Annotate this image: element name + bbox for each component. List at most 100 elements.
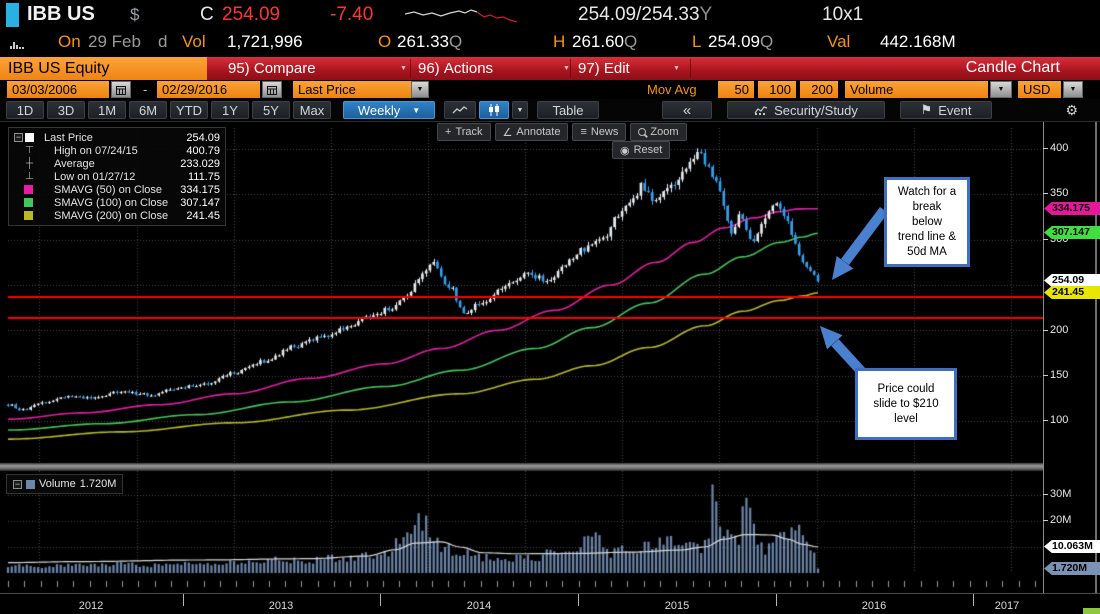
mov-avg-50-field[interactable]: 50 <box>718 81 754 98</box>
lower-study-select[interactable]: Volume <box>845 81 988 98</box>
chevron-down-icon: ▼ <box>416 86 424 93</box>
security-tab[interactable]: IBB US Equity <box>0 57 207 80</box>
candle-chart-type-button[interactable] <box>479 101 509 119</box>
price-field-dropdown-button[interactable]: ▼ <box>411 81 429 98</box>
red-menu-bar: IBB US Equity 95) Compare ▼ 96) Actions … <box>0 57 1100 80</box>
news-button[interactable]: ≡ News <box>572 123 627 141</box>
collapse-panel-button[interactable]: « <box>662 101 712 119</box>
annotate-button[interactable]: ∠ Annotate <box>494 123 569 141</box>
quote-row: On 29 Feb d Vol 1,721,996 O 261.33Q H 26… <box>0 30 1100 57</box>
calendar-icon[interactable] <box>111 81 131 98</box>
sma100-swatch <box>24 198 33 207</box>
chart-toolbar: 1D 3D 1M 6M YTD 1Y 5Y Max Weekly ▼ ▼ Tabl… <box>0 99 1100 122</box>
year-boundary-tick <box>776 594 777 606</box>
val-label: Val <box>827 32 851 51</box>
mov-avg-100-field[interactable]: 100 <box>758 81 796 98</box>
magnifier-icon <box>638 128 647 136</box>
volume-legend[interactable]: − Volume 1.720M <box>6 474 124 494</box>
range-button-1m[interactable]: 1M <box>88 101 126 119</box>
news-icon: ≡ <box>580 126 587 138</box>
menu-actions[interactable]: 96) Actions ▼ <box>418 60 570 77</box>
price-tick-350: 350 <box>1042 187 1069 199</box>
gear-icon[interactable]: ⚙ <box>1065 101 1078 118</box>
date-to-field[interactable]: 02/29/2016 <box>157 81 260 98</box>
sma200-axis-tag: 241.45 <box>1044 286 1100 299</box>
zoom-button[interactable]: Zoom <box>630 123 687 141</box>
legend-sma50[interactable]: SMAVG (50) on Close 334.175 <box>14 183 220 196</box>
price-tick-400: 400 <box>1042 142 1069 154</box>
range-button-ytd[interactable]: YTD <box>170 101 208 119</box>
year-boundary-tick <box>380 594 381 606</box>
lower-study-dropdown-button[interactable]: ▼ <box>990 81 1012 98</box>
date-from-field[interactable]: 03/03/2006 <box>7 81 109 98</box>
track-button[interactable]: + Track <box>437 123 491 141</box>
period-select[interactable]: Weekly ▼ <box>343 101 435 119</box>
chevron-down-icon: ▼ <box>516 106 524 114</box>
low-marker-icon: ⊥ <box>25 171 34 182</box>
candle-chart-icon <box>489 104 499 116</box>
last-price-swatch <box>25 133 34 142</box>
currency-dropdown-button[interactable]: ▼ <box>1063 81 1083 98</box>
low-label: L <box>692 32 702 51</box>
sma50-axis-tag: 334.175 <box>1044 202 1100 215</box>
price-tick-100: 100 <box>1042 414 1069 426</box>
annotate-icon: ∠ <box>502 126 513 139</box>
chart-tools: + Track ∠ Annotate ≡ News Zoom <box>437 123 687 141</box>
collapse-box-icon[interactable]: − <box>13 478 22 489</box>
price-legend: − Last Price 254.09 ⊤ High on 07/24/15 400… <box>8 127 226 226</box>
currency-select[interactable]: USD <box>1018 81 1061 98</box>
chevron-down-icon[interactable]: ▼ <box>400 65 407 72</box>
line-chart-icon <box>452 106 468 114</box>
x-axis: 2012 2013 2014 2015 2016 2017 <box>0 593 1100 614</box>
chevron-down-icon[interactable]: ▼ <box>563 65 570 72</box>
range-button-1y[interactable]: 1Y <box>211 101 249 119</box>
currency-symbol: $ <box>130 5 140 24</box>
table-button[interactable]: Table <box>537 101 599 119</box>
average-marker-icon: ┼ <box>25 158 34 169</box>
security-study-button[interactable]: Security/Study <box>727 101 885 119</box>
chevron-down-icon: ▼ <box>412 105 421 115</box>
year-label: 2016 <box>861 600 887 612</box>
range-button-3d[interactable]: 3D <box>47 101 85 119</box>
legend-average[interactable]: ┼ Average 233.029 <box>25 157 220 170</box>
legend-sma200[interactable]: SMAVG (200) on Close 241.45 <box>14 209 220 222</box>
range-button-5y[interactable]: 5Y <box>252 101 290 119</box>
volume-tick-20m: 20M <box>1042 514 1072 526</box>
line-chart-type-button[interactable] <box>444 101 476 119</box>
study-chart-icon <box>754 106 768 115</box>
scroll-corner-indicator[interactable] <box>1083 608 1100 614</box>
volume-sma-axis-tag: 10.063M <box>1044 540 1100 553</box>
collapse-box-icon[interactable]: − <box>14 132 23 142</box>
title-bar: IBB US $ C 254.09 -7.40 254.09/254.33Y 1… <box>0 0 1100 30</box>
menu-compare[interactable]: 95) Compare ▼ <box>228 60 407 77</box>
last-price-axis-tag: 254.09 <box>1044 274 1100 287</box>
legend-last-price[interactable]: − Last Price 254.09 <box>14 131 220 144</box>
event-button[interactable]: ⚑ Event <box>900 101 992 119</box>
annotation-slide-210[interactable]: Price could slide to $210 level <box>855 368 957 440</box>
calendar-icon[interactable] <box>262 81 282 98</box>
sma50-swatch <box>24 185 33 194</box>
year-label: 2013 <box>268 600 294 612</box>
menu-edit[interactable]: 97) Edit ▼ <box>578 60 680 77</box>
chart-type-dropdown-button[interactable]: ▼ <box>512 101 528 119</box>
annotation-break-below[interactable]: Watch for a break below trend line & 50d… <box>884 177 970 267</box>
value-traded: 442.168M <box>880 32 956 51</box>
lot-size: 10x1 <box>822 4 864 25</box>
chevron-down-icon[interactable]: ▼ <box>673 65 680 72</box>
mov-avg-200-field[interactable]: 200 <box>800 81 838 98</box>
legend-high[interactable]: ⊤ High on 07/24/15 400.79 <box>25 144 220 157</box>
volume-tick-30m: 30M <box>1042 488 1072 500</box>
reset-button[interactable]: ◉ Reset <box>612 141 671 159</box>
year-label: 2012 <box>78 600 104 612</box>
price-field-select[interactable]: Last Price <box>293 81 411 98</box>
legend-low[interactable]: ⊥ Low on 01/27/12 111.75 <box>25 170 220 183</box>
annotation-arrow-down[interactable] <box>812 206 902 306</box>
price-change: -7.40 <box>330 4 374 25</box>
chart-scrollbar[interactable] <box>1095 122 1097 593</box>
high-label: H <box>553 32 566 51</box>
chart-type-label: Candle Chart <box>965 59 1060 76</box>
legend-sma100[interactable]: SMAVG (100) on Close 307.147 <box>14 196 220 209</box>
range-button-6m[interactable]: 6M <box>129 101 167 119</box>
range-button-max[interactable]: Max <box>293 101 331 119</box>
range-button-1d[interactable]: 1D <box>6 101 44 119</box>
